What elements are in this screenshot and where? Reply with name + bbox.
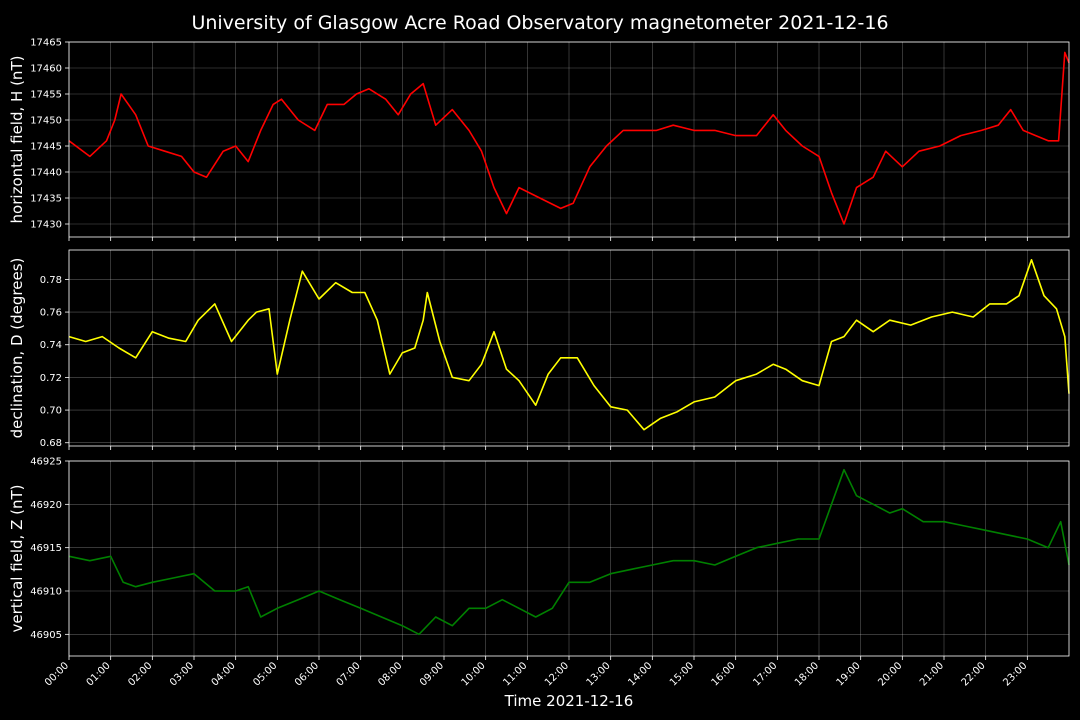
x-axis-label: Time 2021-12-16 bbox=[504, 692, 634, 710]
x-tick-label: 13:00 bbox=[585, 660, 613, 688]
panel-1: 0.68 0.70 0.72 0.74 0.76 0.78 declination, D (… bbox=[8, 249, 1070, 450]
y-tick-label: 17465 bbox=[30, 38, 62, 49]
x-tick-label: 00:00 bbox=[43, 660, 71, 688]
x-tick-label: 12:00 bbox=[543, 660, 571, 688]
y-tick-label: 46915 bbox=[30, 543, 62, 554]
x-tick-label: 16:00 bbox=[710, 660, 738, 688]
x-tick-label: 08:00 bbox=[376, 660, 404, 688]
panel-frame bbox=[68, 460, 1070, 657]
y-tick-label: 46920 bbox=[30, 500, 62, 511]
x-tick-label: 03:00 bbox=[168, 660, 196, 688]
y-tick-label: 17455 bbox=[30, 90, 62, 101]
x-tick-label: 02:00 bbox=[126, 660, 154, 688]
chart-title: University of Glasgow Acre Road Observat… bbox=[191, 12, 888, 34]
series-line-1 bbox=[68, 258, 1070, 431]
y-tick-label: 17460 bbox=[30, 64, 62, 75]
panel-frame bbox=[68, 249, 1070, 447]
y-tick-label: 17440 bbox=[30, 168, 62, 179]
y-tick-label: 17430 bbox=[30, 220, 62, 231]
x-tick-label: 17:00 bbox=[751, 660, 779, 688]
y-tick-label: 0.78 bbox=[40, 275, 62, 286]
y-tick-label: 17450 bbox=[30, 116, 62, 127]
y-tick-label: 17435 bbox=[30, 194, 62, 205]
x-tick-label: 06:00 bbox=[293, 660, 321, 688]
y-tick-label: 46910 bbox=[30, 587, 62, 598]
x-tick-label: 14:00 bbox=[626, 660, 654, 688]
x-tick-label: 04:00 bbox=[210, 660, 238, 688]
x-tick-label: 09:00 bbox=[418, 660, 446, 688]
y-tick-label: 0.70 bbox=[40, 406, 62, 417]
y-tick-label: 17445 bbox=[30, 142, 62, 153]
x-tick-label: 01:00 bbox=[85, 660, 113, 688]
panel-2: 46905 46910 46915 46920 46925 vertical field,… bbox=[8, 457, 1070, 660]
x-tick-label: 20:00 bbox=[876, 660, 904, 688]
series-line-2 bbox=[68, 468, 1070, 636]
x-tick-label: 07:00 bbox=[335, 660, 363, 688]
x-tick-label: 11:00 bbox=[501, 660, 529, 688]
y-tick-label: 0.72 bbox=[40, 373, 62, 384]
x-axis: 00:00 01:00 02:00 03:00 04:00 05:00 06:00 07:00… bbox=[43, 660, 1029, 688]
panel-0: 17430 17435 17440 17445 17450 17455 17460 17465… bbox=[8, 38, 1070, 241]
x-tick-label: 10:00 bbox=[460, 660, 488, 688]
series-line-0 bbox=[68, 51, 1070, 225]
panels: 17430 17435 17440 17445 17450 17455 17460 17465… bbox=[8, 38, 1070, 660]
x-tick-label: 21:00 bbox=[918, 660, 946, 688]
y-tick-label: 46925 bbox=[30, 457, 62, 468]
y-tick-label: 0.68 bbox=[40, 438, 62, 449]
y-tick-label: 0.74 bbox=[40, 340, 62, 351]
x-tick-label: 23:00 bbox=[1001, 660, 1029, 688]
y-axis-label: vertical field, Z (nT) bbox=[8, 484, 26, 632]
y-tick-label: 0.76 bbox=[40, 308, 62, 319]
y-axis-label: declination, D (degrees) bbox=[8, 258, 26, 439]
x-tick-label: 22:00 bbox=[960, 660, 988, 688]
y-tick-label: 46905 bbox=[30, 630, 62, 641]
x-tick-label: 18:00 bbox=[793, 660, 821, 688]
x-tick-label: 05:00 bbox=[251, 660, 279, 688]
x-tick-label: 15:00 bbox=[668, 660, 696, 688]
panel-frame bbox=[68, 41, 1070, 238]
x-tick-label: 19:00 bbox=[835, 660, 863, 688]
y-axis-label: horizontal field, H (nT) bbox=[8, 56, 26, 224]
